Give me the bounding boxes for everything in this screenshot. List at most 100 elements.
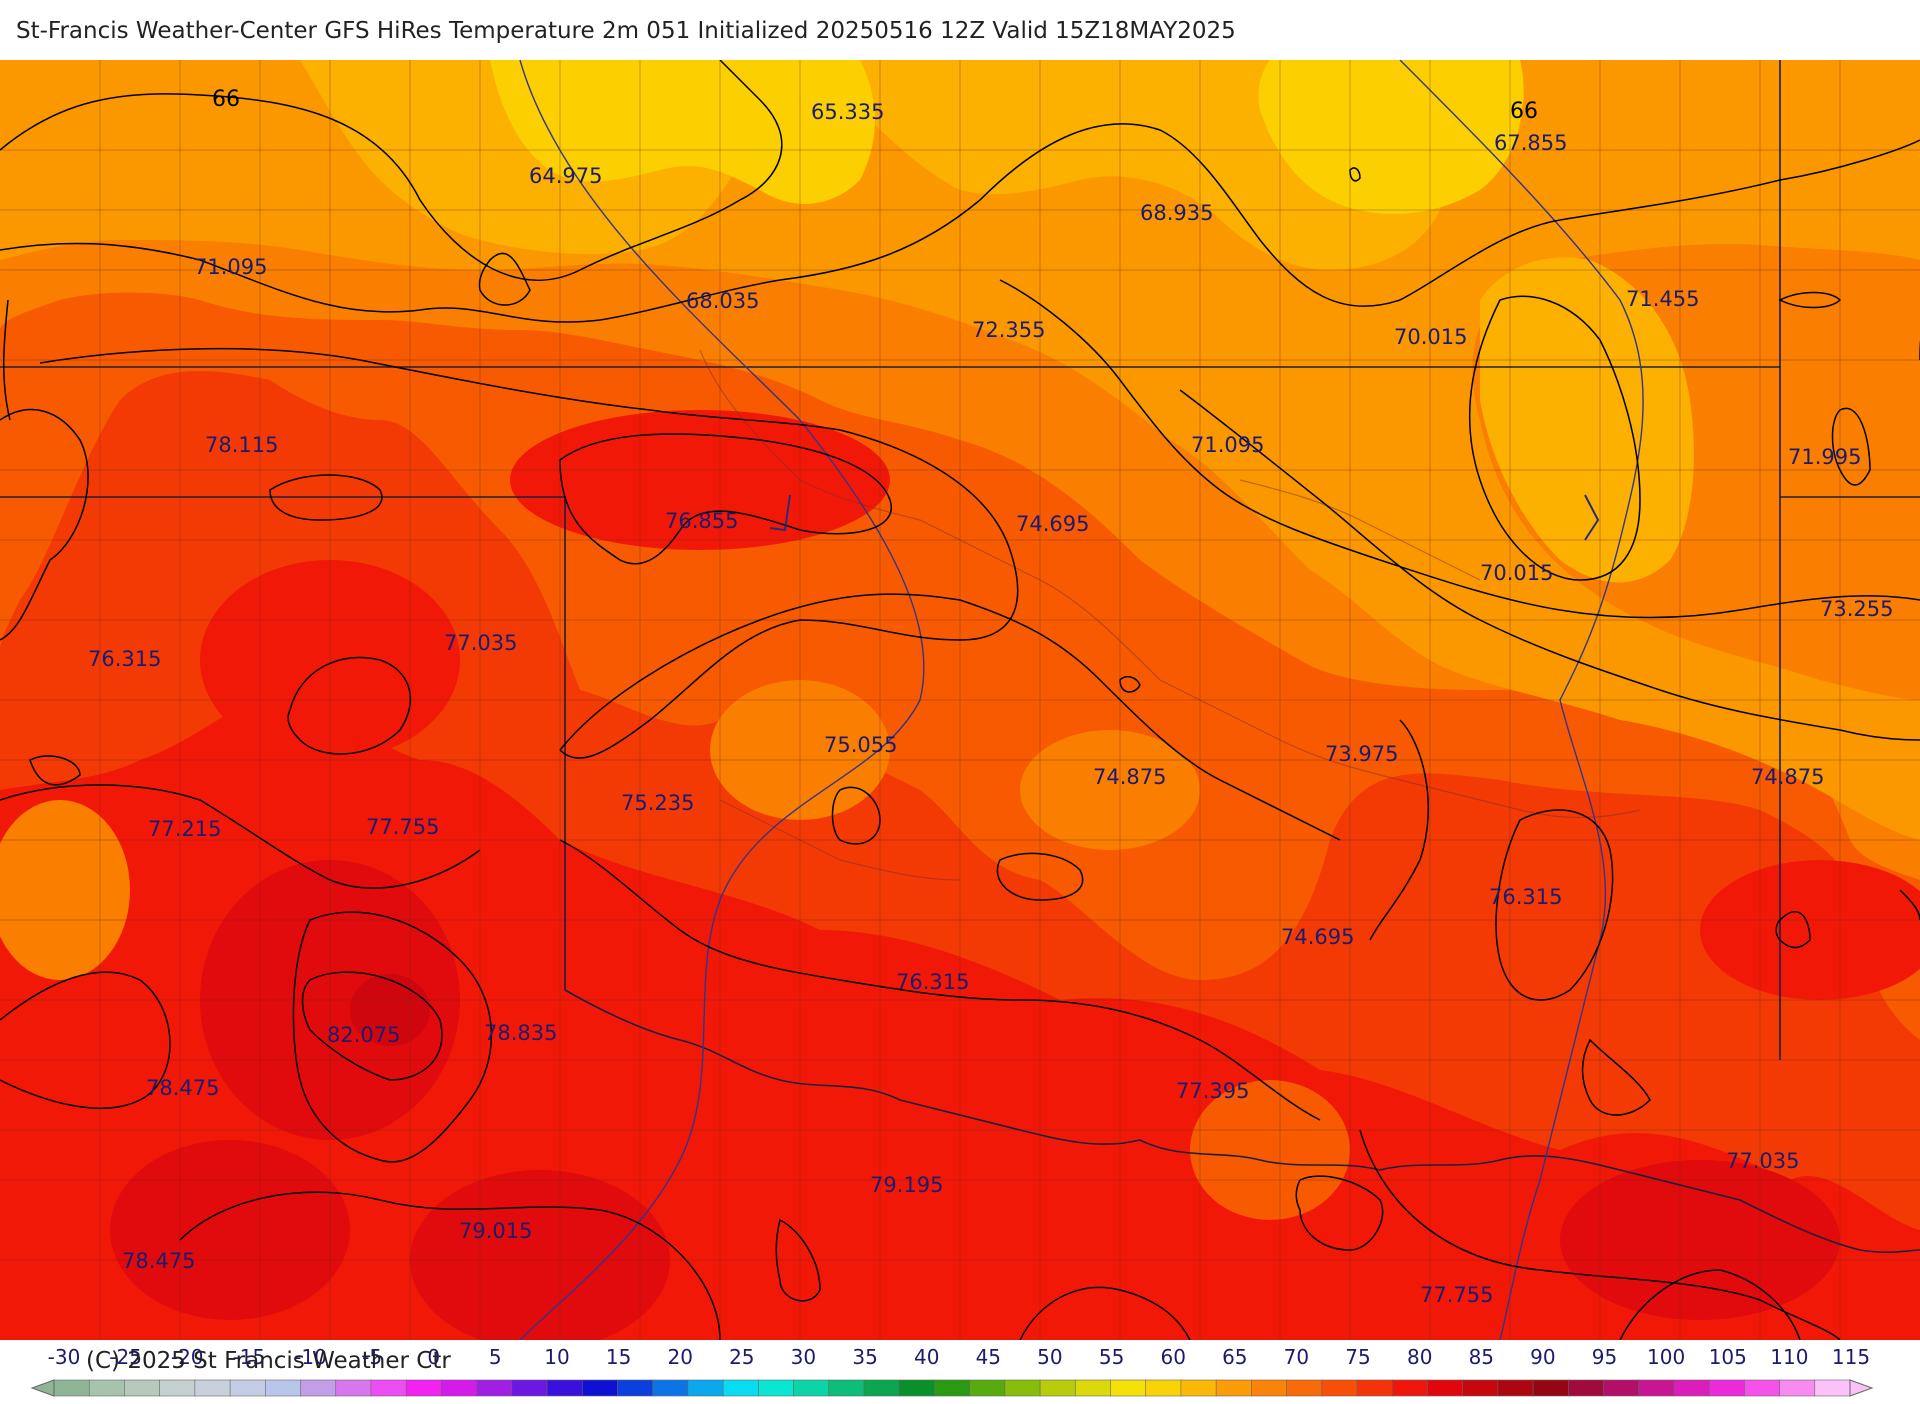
temp-label: 77.215 bbox=[148, 817, 221, 841]
legend-swatch bbox=[335, 1379, 372, 1397]
legend-swatch bbox=[441, 1379, 478, 1397]
legend-tick-label: 0 bbox=[427, 1345, 440, 1369]
legend-tick-label: 100 bbox=[1647, 1345, 1685, 1369]
legend-tick-label: 10 bbox=[544, 1345, 569, 1369]
legend-tick-label: 30 bbox=[791, 1345, 816, 1369]
legend-swatch bbox=[1215, 1379, 1253, 1397]
temp-label: 71.455 bbox=[1626, 287, 1699, 311]
fill-hot-spot-2 bbox=[350, 974, 430, 1046]
legend-swatch bbox=[1427, 1379, 1464, 1397]
legend-swatch bbox=[1744, 1379, 1781, 1397]
temp-label: 79.015 bbox=[459, 1219, 532, 1243]
legend-tick-label: 15 bbox=[606, 1345, 631, 1369]
legend-swatch bbox=[88, 1379, 126, 1397]
legend-swatch bbox=[1814, 1379, 1851, 1397]
contours bbox=[0, 60, 1920, 1340]
legend-swatch bbox=[793, 1379, 830, 1397]
county-lines bbox=[0, 60, 1920, 1340]
temp-label: 76.315 bbox=[88, 647, 161, 671]
map-canvas: 65.335 64.975 67.855 68.935 71.095 68.03… bbox=[0, 60, 1920, 1340]
legend-swatch bbox=[511, 1379, 548, 1397]
legend-tick-label: 110 bbox=[1770, 1345, 1808, 1369]
legend-swatch bbox=[617, 1379, 654, 1397]
temp-label: 82.075 bbox=[327, 1023, 400, 1047]
temp-label: 70.015 bbox=[1394, 325, 1467, 349]
legend-tick-label: 55 bbox=[1099, 1345, 1124, 1369]
temp-label: 74.695 bbox=[1281, 925, 1354, 949]
legend-swatch bbox=[476, 1379, 513, 1397]
temperature-map[interactable]: 65.335 64.975 67.855 68.935 71.095 68.03… bbox=[0, 60, 1920, 1340]
wind-barbs bbox=[769, 494, 1600, 541]
map-title: St-Francis Weather-Center GFS HiRes Temp… bbox=[16, 18, 1236, 44]
temp-label: 76.315 bbox=[1489, 885, 1562, 909]
temp-label: 75.235 bbox=[621, 791, 694, 815]
temp-label: 71.095 bbox=[1191, 433, 1264, 457]
legend-tick-label: 50 bbox=[1037, 1345, 1062, 1369]
legend-tick-label: 95 bbox=[1592, 1345, 1617, 1369]
legend-tick-label: 60 bbox=[1160, 1345, 1185, 1369]
fill-cool-mid bbox=[710, 680, 890, 820]
temp-label: 76.315 bbox=[896, 970, 969, 994]
legend-canvas: -30 -25 -20 -15 -10 -5 0 5 10 15 20 25 30 35 40 45 50 55 6… bbox=[30, 1345, 1874, 1397]
legend-tick-label: -30 bbox=[48, 1345, 81, 1369]
legend-tick-label: 105 bbox=[1709, 1345, 1747, 1369]
legend-tick-label: -20 bbox=[171, 1345, 204, 1369]
temp-label: 74.875 bbox=[1751, 765, 1824, 789]
boundary-curves bbox=[519, 60, 1644, 1340]
legend-swatch bbox=[1074, 1379, 1112, 1397]
fill-hot-spot-3 bbox=[110, 1140, 350, 1320]
temp-label: 78.475 bbox=[146, 1076, 219, 1100]
temp-label: 78.835 bbox=[484, 1021, 557, 1045]
legend-tick-label: -5 bbox=[362, 1345, 382, 1369]
legend-swatch bbox=[1497, 1379, 1534, 1397]
legend-swatch bbox=[1145, 1379, 1182, 1397]
legend-colorbar bbox=[30, 1379, 1874, 1397]
legend-swatch bbox=[1391, 1379, 1429, 1397]
legend-tick-label: 45 bbox=[976, 1345, 1001, 1369]
legend-swatch bbox=[828, 1379, 865, 1397]
legend-tick-label: 65 bbox=[1222, 1345, 1247, 1369]
copyright-text: (C) 2025 St Francis Weather Ctr bbox=[86, 1348, 451, 1374]
legend-swatch bbox=[1673, 1379, 1710, 1397]
legend-swatch bbox=[1321, 1379, 1358, 1397]
legend-swatch bbox=[1180, 1379, 1217, 1397]
legend-tick-label: 5 bbox=[489, 1345, 502, 1369]
legend-swatch bbox=[1039, 1379, 1077, 1397]
legend-swatch bbox=[159, 1379, 196, 1397]
legend-swatch bbox=[1603, 1379, 1640, 1397]
legend-swatch bbox=[1708, 1379, 1746, 1397]
temp-label: 77.395 bbox=[1176, 1079, 1249, 1103]
temp-label: 77.755 bbox=[366, 815, 439, 839]
legend-tick-label: 90 bbox=[1530, 1345, 1555, 1369]
legend-swatch bbox=[1286, 1379, 1323, 1397]
legend-tick-label: 85 bbox=[1469, 1345, 1494, 1369]
legend-swatch bbox=[1532, 1379, 1570, 1397]
contour-labels: 66 66 bbox=[212, 87, 1538, 124]
contour-label: 66 bbox=[212, 87, 240, 112]
legend-tick-label: 20 bbox=[667, 1345, 692, 1369]
fill-cool-mid2 bbox=[1020, 730, 1200, 850]
temp-label: 71.995 bbox=[1788, 445, 1861, 469]
temp-label: 77.035 bbox=[444, 631, 517, 655]
temp-label: 64.975 bbox=[529, 164, 602, 188]
legend-tick-label: 80 bbox=[1407, 1345, 1432, 1369]
legend-swatch bbox=[758, 1379, 795, 1397]
legend-swatch bbox=[1462, 1379, 1499, 1397]
legend-swatch bbox=[264, 1379, 302, 1397]
temp-label: 71.095 bbox=[194, 255, 267, 279]
legend-swatch bbox=[581, 1379, 619, 1397]
legend-swatch bbox=[229, 1379, 267, 1397]
temp-label: 65.335 bbox=[811, 100, 884, 124]
fill-warm-west bbox=[200, 560, 460, 760]
legend-swatch bbox=[1779, 1379, 1816, 1397]
legend-swatch bbox=[934, 1379, 971, 1397]
fill-hot-spot-1 bbox=[200, 860, 460, 1140]
legend-swatch bbox=[124, 1379, 161, 1397]
legend-tick-label: 25 bbox=[729, 1345, 754, 1369]
legend-tick-label: -10 bbox=[294, 1345, 327, 1369]
legend-tick-label: 70 bbox=[1284, 1345, 1309, 1369]
temp-label: 76.855 bbox=[665, 509, 738, 533]
temp-label: 78.475 bbox=[122, 1249, 195, 1273]
temp-label: 79.195 bbox=[870, 1173, 943, 1197]
legend-swatch bbox=[300, 1379, 337, 1397]
